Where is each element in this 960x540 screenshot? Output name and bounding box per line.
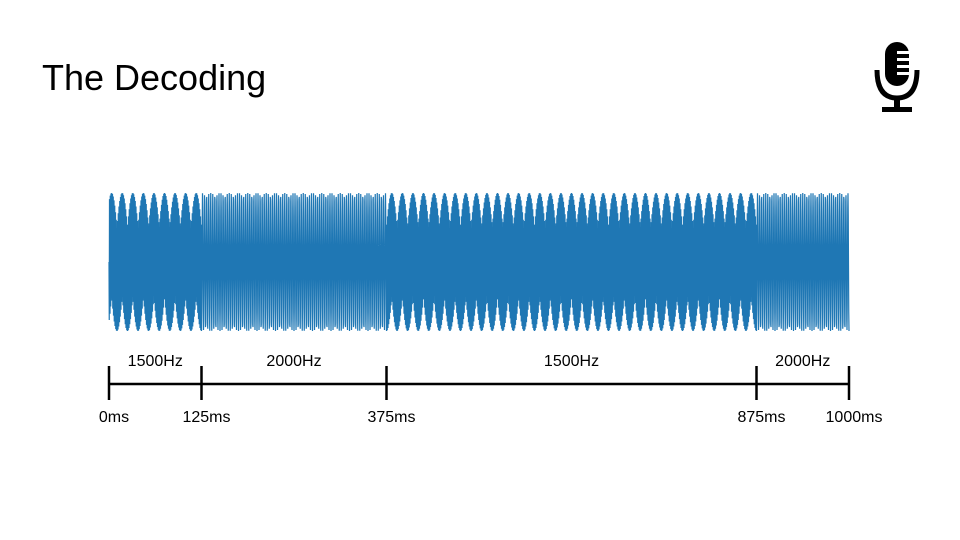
slide-title: The Decoding <box>42 57 267 98</box>
segment-frequency-label: 2000Hz <box>775 353 830 370</box>
microphone-icon <box>874 42 920 112</box>
tick-label: 125ms <box>182 409 230 426</box>
tick-label: 0ms <box>99 409 129 426</box>
segment-frequency-label: 2000Hz <box>266 353 321 370</box>
segment-frequency-label: 1500Hz <box>128 353 183 370</box>
waveform <box>108 192 850 332</box>
waveform-trace <box>108 192 850 332</box>
tick-label: 875ms <box>737 409 785 426</box>
tick-label: 375ms <box>367 409 415 426</box>
segment-frequency-label: 1500Hz <box>544 353 599 370</box>
tick-label: 1000ms <box>826 409 883 426</box>
timeline: 0ms 125ms 375ms 875ms 1000ms 1500Hz 2000Hz 1500… <box>99 353 883 426</box>
